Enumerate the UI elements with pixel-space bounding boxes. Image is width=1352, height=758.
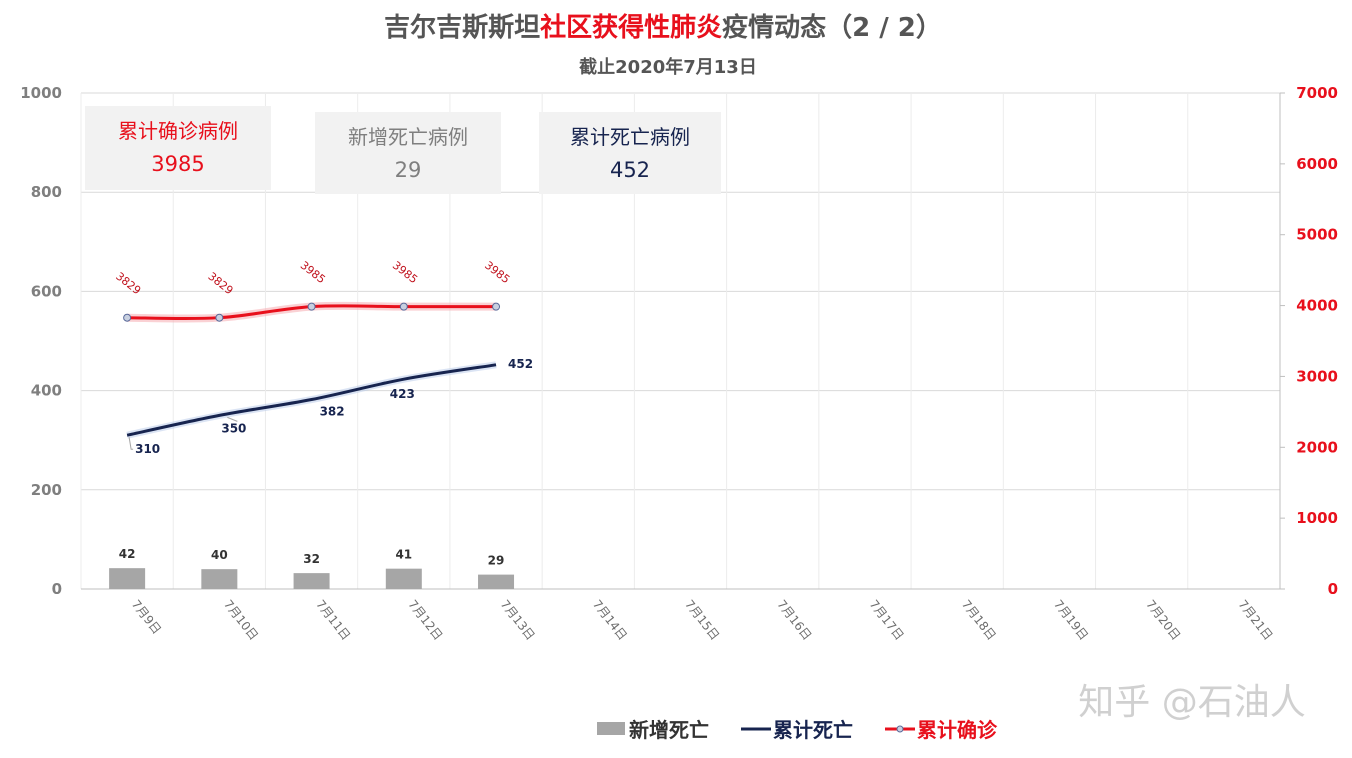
x-axis-tick-label: 7月12日	[405, 597, 445, 643]
marker-cum-confirmed	[123, 313, 132, 322]
y-axis-left-tick-label: 600	[31, 282, 62, 300]
y-axis-left-tick-label: 200	[31, 481, 62, 499]
x-axis-tick-label: 7月18日	[959, 597, 999, 643]
x-axis-tick-label: 7月17日	[867, 597, 907, 643]
summary-card	[539, 112, 721, 194]
x-axis-tick-label: 7月20日	[1143, 597, 1183, 643]
bar-series-new-deaths	[109, 568, 515, 589]
legend: 新增死亡 累计死亡 累计确诊	[597, 718, 998, 742]
summary-card-value: 3985	[151, 152, 204, 176]
title-part-country: 吉尔吉斯斯坦	[384, 12, 540, 43]
bar-new-deaths	[201, 569, 238, 589]
y-axis-right-tick-label: 2000	[1296, 438, 1338, 456]
chart-subtitle: 截止2020年7月13日	[579, 56, 757, 78]
summary-card-label: 累计确诊病例	[118, 119, 238, 143]
leader-line	[227, 416, 238, 422]
summary-card-value: 452	[610, 158, 650, 182]
y-axis-right-tick-label: 7000	[1296, 84, 1338, 102]
bar-new-deaths	[385, 568, 422, 589]
x-axis-tick-label: 7月13日	[498, 597, 538, 643]
bar-new-deaths	[478, 574, 515, 589]
summary-card	[85, 106, 271, 190]
bar-new-deaths	[109, 568, 146, 589]
data-label-cum-deaths: 350	[221, 421, 246, 435]
legend-swatch-new-deaths	[597, 722, 625, 735]
data-label-cum-confirmed: 3829	[113, 270, 143, 297]
x-axis-tick-label: 7月11日	[313, 597, 353, 643]
data-label-new-deaths: 32	[303, 552, 320, 566]
data-label-cum-confirmed: 3985	[298, 259, 328, 286]
title-part-disease: 社区获得性肺炎	[540, 12, 722, 43]
y-axis-right-tick-label: 5000	[1296, 226, 1338, 244]
x-axis-tick-label: 7月16日	[774, 597, 814, 643]
leader-line	[128, 437, 134, 450]
data-label-cum-deaths: 452	[508, 357, 533, 371]
x-axis-tick-label: 7月19日	[1051, 597, 1091, 643]
y-axis-right-tick-label: 0	[1328, 580, 1338, 598]
bar-new-deaths	[293, 573, 330, 589]
marker-cum-confirmed	[307, 302, 316, 311]
marker-cum-confirmed	[399, 302, 408, 311]
x-axis-tick-label: 7月9日	[129, 597, 164, 637]
y-axis-left-tick-label: 800	[31, 183, 62, 201]
y-axis-right-tick-label: 1000	[1296, 509, 1338, 527]
summary-card-value: 29	[395, 158, 422, 182]
x-axis-tick-label: 7月10日	[221, 597, 261, 643]
summary-card-label: 新增死亡病例	[348, 125, 468, 149]
data-label-cum-deaths: 310	[135, 442, 160, 456]
line-series	[123, 301, 501, 439]
legend-label-cum-deaths: 累计死亡	[773, 718, 853, 742]
y-axis-left-tick-label: 0	[52, 580, 62, 598]
data-label-cum-confirmed: 3985	[390, 259, 420, 286]
legend-label-new-deaths: 新增死亡	[629, 718, 709, 742]
y-axis-right-tick-label: 6000	[1296, 155, 1338, 173]
watermark: 知乎 @石油人	[1078, 682, 1305, 723]
chart-title: 吉尔吉斯斯坦社区获得性肺炎疫情动态（2 / 2）	[384, 12, 942, 43]
title-part-suffix: 疫情动态（2 / 2）	[722, 12, 942, 43]
x-axis-tick-label: 7月21日	[1236, 597, 1276, 643]
marker-cum-confirmed	[215, 313, 224, 322]
y-axis-left-tick-label: 400	[31, 382, 62, 400]
summary-card-label: 累计死亡病例	[570, 125, 690, 149]
line-cum-deaths	[126, 363, 497, 437]
x-axis-tick-label: 7月14日	[590, 597, 630, 643]
y-axis-right-tick-label: 3000	[1296, 367, 1338, 385]
summary-card	[315, 112, 501, 194]
marker-cum-confirmed	[492, 302, 501, 311]
legend-label-cum-confirmed: 累计确诊	[917, 718, 998, 742]
data-label-new-deaths: 40	[211, 548, 228, 562]
summary-cards: 累计确诊病例 3985 新增死亡病例 29 累计死亡病例 452	[85, 106, 721, 194]
data-label-new-deaths: 42	[119, 547, 136, 561]
x-axis-tick-label: 7月15日	[682, 597, 722, 643]
data-label-new-deaths: 29	[488, 554, 505, 568]
y-axis-right-tick-label: 4000	[1296, 297, 1338, 315]
data-label-cum-confirmed: 3985	[482, 259, 512, 286]
data-label-cum-deaths: 423	[390, 387, 415, 401]
data-label-cum-confirmed: 3829	[205, 270, 235, 297]
data-label-cum-deaths: 382	[320, 405, 345, 419]
data-label-new-deaths: 41	[395, 548, 412, 562]
y-axis-left-tick-label: 1000	[20, 84, 62, 102]
legend-marker-cum-confirmed	[896, 725, 904, 733]
